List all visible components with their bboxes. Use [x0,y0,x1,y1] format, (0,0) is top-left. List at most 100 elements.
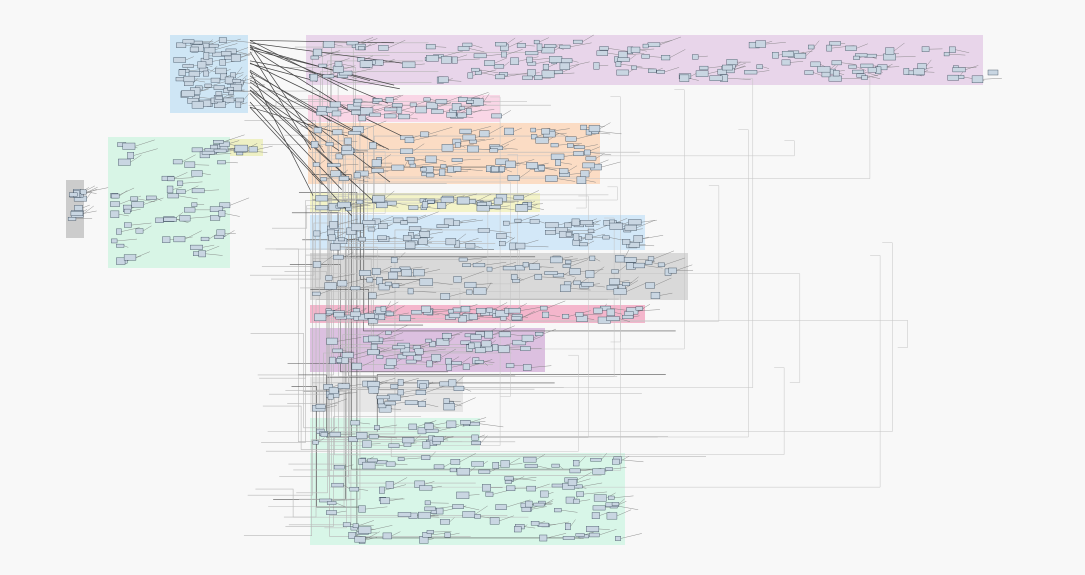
node [333,312,345,318]
wire [509,222,532,224]
node [213,148,227,153]
node [418,237,428,245]
wire [524,526,536,529]
node [405,157,415,161]
node [502,266,516,271]
wire [249,93,342,190]
node [313,230,321,237]
node [411,310,423,315]
node [679,74,690,82]
wire [489,125,504,134]
node [217,160,226,165]
node [371,159,382,167]
node [593,307,603,314]
node [219,59,226,66]
wire [243,82,266,86]
wire [229,197,250,206]
node [668,267,677,274]
node [608,495,615,500]
wire [358,488,369,491]
node [177,180,184,186]
wire [340,110,354,114]
node [562,536,575,540]
node [201,150,215,155]
node [511,316,522,321]
wire [134,139,155,147]
wire [618,501,627,505]
wire [570,257,591,263]
node [808,44,815,50]
wire [330,129,749,438]
wire [330,151,386,214]
node [477,228,490,233]
node [330,170,341,178]
wire [249,101,353,217]
wire [431,533,445,535]
node [573,145,585,149]
node [368,386,379,394]
node [162,236,171,243]
wire [383,59,395,63]
node [331,110,342,117]
node [458,315,467,323]
wire [499,138,516,147]
wire [202,173,211,175]
node [116,228,122,235]
wire [461,356,471,364]
wire [310,289,424,326]
node [131,201,144,208]
wire [300,99,471,537]
wire [364,55,373,60]
wire [594,258,601,262]
node [397,379,404,386]
node [329,431,341,437]
node [545,175,558,182]
node [464,281,477,288]
node [397,389,404,396]
node [506,485,516,491]
node [111,193,120,199]
wire [284,271,535,390]
wire [468,494,480,496]
node [645,260,653,265]
node [337,280,348,287]
node [565,231,572,237]
node [218,37,227,43]
wire [539,221,545,224]
node [540,490,549,498]
wire [664,257,686,265]
node [425,428,439,433]
node [515,242,526,250]
wire [531,203,543,205]
wire [664,67,680,73]
node [453,220,461,226]
wire [570,519,576,527]
wire [483,361,488,366]
node [456,491,470,499]
node [348,436,358,442]
wire [365,506,388,510]
node [565,523,571,531]
wire [182,181,203,184]
node [656,70,665,74]
node [616,69,629,76]
wire [641,219,657,223]
node [512,279,521,283]
node [615,61,622,67]
node [530,127,536,133]
node [854,53,868,58]
node [418,401,426,407]
node [415,106,427,114]
wire [361,100,383,106]
node [534,332,544,336]
node [602,235,610,240]
wire [506,235,514,239]
node [550,256,563,264]
wire [579,499,591,502]
wire [483,460,488,465]
wire [429,231,444,235]
node [227,86,234,91]
wire [765,42,786,45]
node [124,222,132,228]
node [326,510,337,515]
